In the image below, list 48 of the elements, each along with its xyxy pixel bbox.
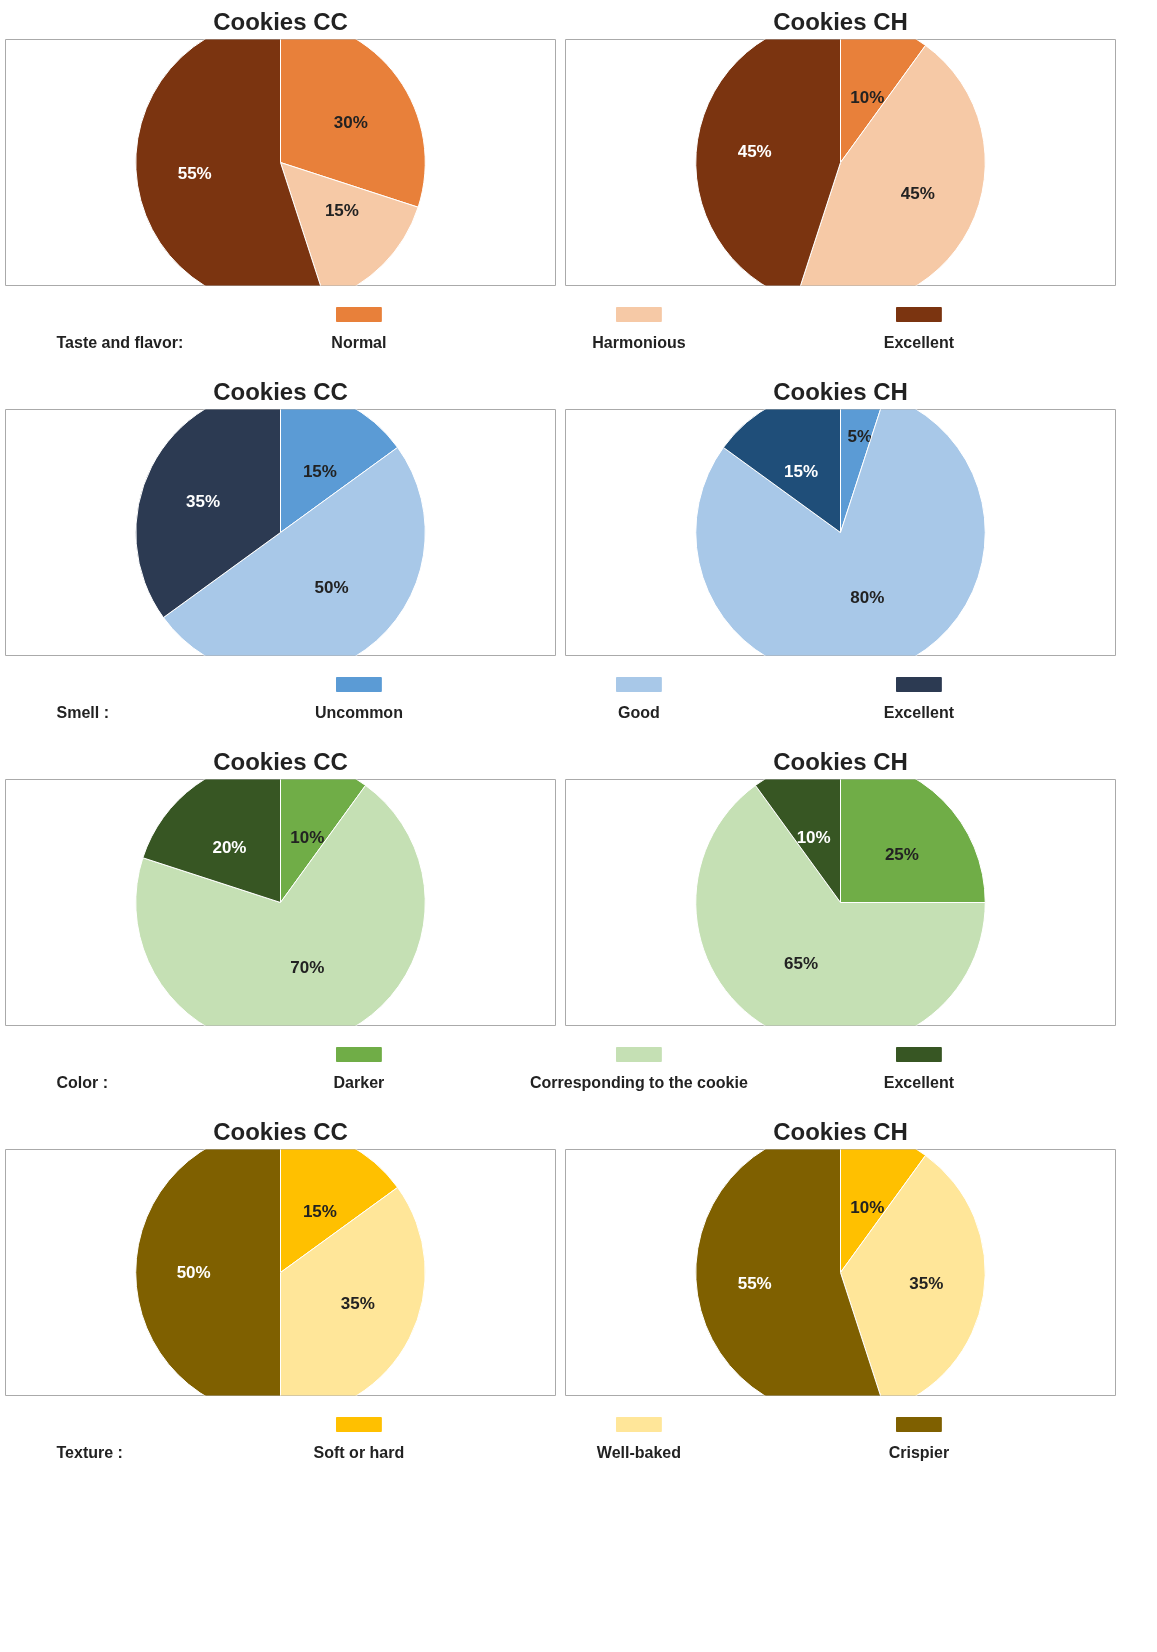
data-label: 10% <box>796 828 831 848</box>
data-label: 55% <box>737 1273 772 1293</box>
legend-label: Excellent <box>883 334 955 351</box>
data-label: 25% <box>884 844 919 864</box>
legend-label: Harmonious <box>592 334 686 351</box>
legend-label: Excellent <box>883 1074 955 1091</box>
legend-label: Excellent <box>883 704 955 721</box>
legend-label: Uncommon <box>314 704 403 721</box>
data-label: 80% <box>850 587 885 607</box>
data-label: 65% <box>784 953 819 973</box>
legend-title: Smell : <box>56 704 109 721</box>
chart-title: Cookies CH <box>773 377 908 405</box>
legend-title: Taste and flavor: <box>56 334 184 351</box>
data-label: 35% <box>909 1273 944 1293</box>
data-label: 15% <box>302 1202 337 1222</box>
legend-label: Well-baked <box>596 1444 681 1461</box>
data-label: 5% <box>847 427 873 447</box>
data-label: 20% <box>212 837 247 857</box>
data-label: 55% <box>177 163 212 183</box>
chart-title: Cookies CH <box>773 7 908 35</box>
legend-label: Normal <box>331 334 387 351</box>
data-label: 10% <box>850 1198 885 1218</box>
data-label: 35% <box>340 1294 375 1314</box>
data-label: 45% <box>900 184 935 204</box>
data-label: 30% <box>333 112 368 132</box>
data-label: 35% <box>186 491 221 511</box>
data-label: 10% <box>290 828 325 848</box>
data-label: 15% <box>324 201 359 221</box>
legend-label: Good <box>618 704 660 721</box>
chart-title: Cookies CH <box>773 747 908 775</box>
chart-title: Cookies CC <box>213 1117 348 1145</box>
data-label: 15% <box>784 462 819 482</box>
legend-label: Corresponding to the cookie <box>530 1074 748 1091</box>
chart-title: Cookies CC <box>213 377 348 405</box>
data-label: 15% <box>302 462 337 482</box>
chart-title: Cookies CC <box>213 7 348 35</box>
data-label: 50% <box>176 1263 211 1282</box>
legend-label: Soft or hard <box>313 1444 405 1461</box>
legend-label: Crispier <box>888 1444 950 1461</box>
legend-title: Texture : <box>56 1444 123 1461</box>
legend-label: Darker <box>333 1074 385 1091</box>
data-label: 45% <box>737 142 772 162</box>
data-label: 50% <box>314 578 349 598</box>
chart-title: Cookies CC <box>213 747 348 775</box>
chart-title: Cookies CH <box>773 1117 908 1145</box>
data-label: 70% <box>290 957 325 977</box>
legend-title: Color : <box>56 1074 109 1091</box>
data-label: 10% <box>850 88 885 108</box>
